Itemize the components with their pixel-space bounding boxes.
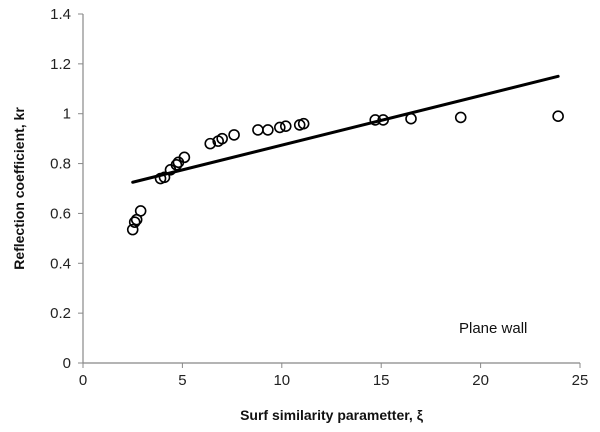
data-point: [274, 121, 286, 134]
data-point: [158, 171, 171, 184]
data-marks: [126, 74, 564, 236]
data-point: [204, 137, 217, 150]
data-point: [297, 117, 310, 130]
y-tick-label: 0.6: [50, 205, 71, 222]
data-point: [126, 223, 139, 236]
y-axis-ticks: 0 0.2 0.4 0.6 0.8 1 1.2 1.4: [50, 6, 83, 372]
x-tick-label: 5: [178, 372, 186, 389]
x-tick-label: 15: [373, 372, 390, 389]
plane-wall-annotation: Plane wall: [459, 320, 527, 337]
y-tick-label: 1.4: [50, 6, 71, 23]
y-tick-label: 0.2: [50, 305, 71, 322]
y-tick-label: 0.8: [50, 156, 71, 173]
data-point: [228, 129, 240, 141]
data-point: [216, 132, 228, 145]
x-axis-title: Surf similarity parametter, ξ: [240, 407, 424, 423]
data-point: [454, 111, 467, 124]
y-axis-title: Reflection coefficient, kr: [11, 107, 27, 270]
data-point: [134, 205, 147, 217]
y-tick-label: 0: [63, 355, 71, 372]
data-point: [178, 151, 191, 164]
x-tick-label: 0: [79, 372, 87, 389]
data-point: [552, 110, 564, 123]
data-point: [262, 124, 274, 136]
trend-line: [131, 74, 560, 184]
data-point: [170, 159, 183, 171]
y-tick-label: 1: [63, 106, 71, 123]
x-tick-label: 20: [472, 372, 489, 389]
y-tick-label: 1.2: [50, 56, 71, 73]
data-point: [279, 120, 292, 132]
y-tick-label: 0.4: [50, 255, 71, 272]
x-tick-label: 25: [572, 372, 589, 389]
x-tick-label: 10: [273, 372, 290, 389]
x-axis-ticks: 0 5 10 15 20 25: [79, 363, 589, 389]
data-point: [128, 216, 141, 228]
